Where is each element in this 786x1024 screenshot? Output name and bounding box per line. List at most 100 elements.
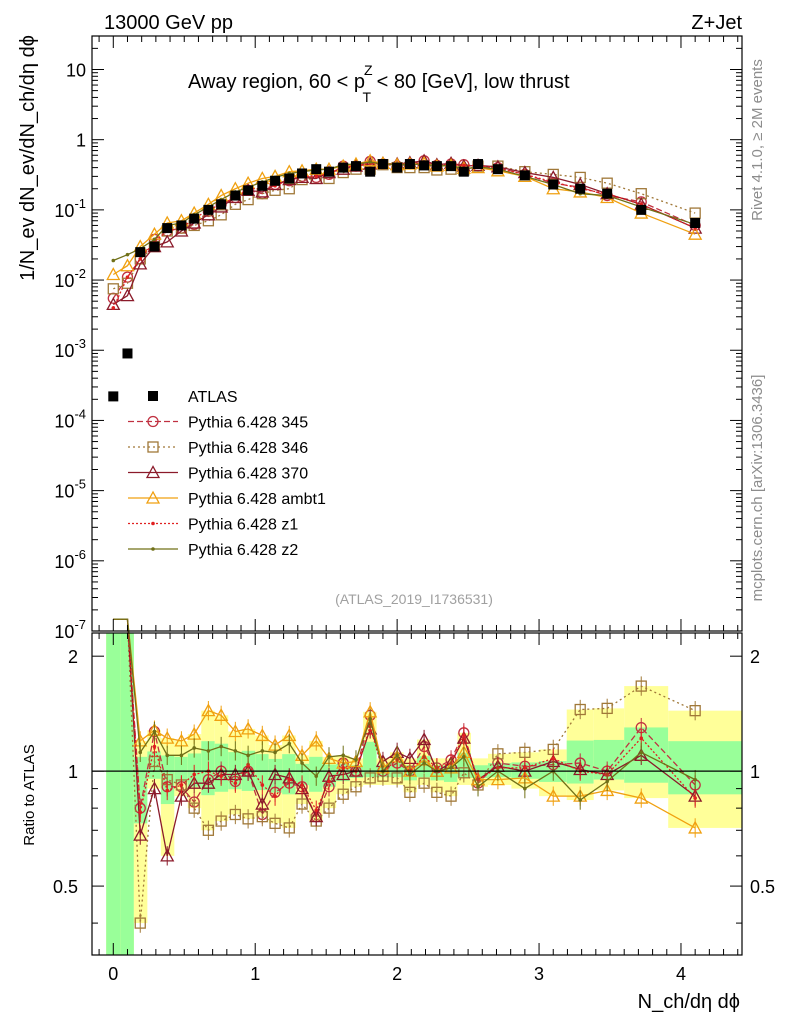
marker-dot (152, 237, 157, 242)
marker-open-triangle (688, 820, 703, 834)
marker-open-triangle (145, 465, 161, 479)
marker-open-triangle (120, 288, 135, 302)
marker-open-square (134, 917, 146, 929)
marker-open-square (269, 817, 281, 829)
marker-filled-square (338, 162, 349, 173)
y-tick-exponent: -1 (74, 196, 86, 211)
marker-dot (368, 717, 372, 721)
x-axis-label: N_ch/dη dϕ (638, 991, 740, 1013)
marker-dot (693, 796, 697, 800)
ratio-tick-label-left: 0.5 (53, 877, 78, 897)
ratio-band-green (174, 756, 188, 782)
ratio-axis-label: Ratio to ATLAS (21, 744, 38, 845)
y-tick-base: 10 (54, 622, 74, 642)
marker-filled-square (636, 204, 647, 215)
marker-dot (219, 744, 223, 749)
marker-filled-square (575, 183, 586, 194)
ratio-band-green (363, 741, 377, 778)
marker-open-square (350, 781, 362, 793)
marker-filled-square (257, 180, 268, 191)
x-tick-label: 4 (676, 964, 686, 984)
marker-dot (111, 306, 116, 310)
marker-filled-square (690, 217, 701, 228)
ratio-tick-label-right: 1 (750, 762, 760, 782)
marker-open-triangle (267, 767, 283, 781)
marker-open-triangle (133, 256, 148, 270)
marker-open-square (188, 802, 200, 814)
marker-dot (449, 766, 453, 770)
marker-open-square (202, 215, 215, 227)
marker-open-triangle (255, 184, 270, 198)
marker-filled-square (548, 179, 559, 190)
marker-dot (233, 749, 238, 753)
marker-dot (273, 750, 277, 755)
marker-dot (179, 783, 184, 787)
marker-dot (151, 521, 155, 526)
series-line-main (112, 160, 696, 305)
marker-open-square (283, 183, 295, 195)
title-superscript: Z (364, 62, 373, 78)
y-tick-label: 10-5 (54, 477, 86, 502)
marker-filled-square (135, 247, 146, 258)
marker-dot (125, 275, 130, 279)
y-tick-label: 10-2 (54, 266, 86, 291)
marker-filled-square (176, 220, 187, 231)
marker-open-triangle (634, 790, 649, 804)
marker-dot (287, 777, 292, 782)
ratio-tick-label-left: 1 (68, 762, 78, 782)
marker-open-square (601, 702, 613, 715)
marker-open-square (283, 822, 295, 834)
marker-open-square (635, 680, 647, 692)
marker-open-square (229, 808, 241, 821)
marker-open-square (107, 283, 119, 295)
marker-open-square (242, 193, 254, 206)
marker-dot (152, 744, 157, 749)
marker-dot (693, 777, 697, 782)
marker-dot (462, 163, 466, 168)
series-line-main (112, 160, 696, 299)
legend-label: Pythia 6.428 345 (188, 415, 308, 432)
marker-dot (368, 160, 372, 164)
marker-open-triangle (120, 258, 135, 272)
y-tick-exponent: -5 (74, 477, 86, 492)
marker-open-triangle (336, 767, 351, 781)
marker-dot (327, 755, 331, 759)
marker-dot (327, 779, 331, 784)
marker-dot (341, 766, 346, 770)
marker-dot (206, 749, 211, 753)
ratio-plot-frame (91, 632, 743, 956)
marker-open-square (458, 767, 470, 779)
mcplots-label: mcplots.cern.ch [arXiv:1306.3436] (749, 375, 766, 602)
marker-dot (125, 252, 130, 257)
rivet-version-label: Rivet 4.1.0, ≥ 2M events (749, 59, 766, 221)
legend-entry: Pythia 6.428 z1 (128, 517, 298, 534)
marker-dot (300, 783, 304, 787)
marker-filled-square (458, 166, 469, 177)
marker-dot (260, 749, 265, 753)
title-part-b: < 80 [GeV], low thrust (371, 71, 570, 93)
y-tick-label: 10-7 (54, 617, 86, 642)
legend-label: Pythia 6.428 ambt1 (188, 491, 326, 508)
marker-dot (179, 753, 184, 758)
legend-entry: Pythia 6.428 z2 (128, 542, 298, 559)
marker-open-triangle (363, 153, 378, 167)
ratio-band-green (668, 741, 742, 795)
marker-open-square (404, 786, 416, 798)
marker-open-triangle (174, 788, 189, 802)
marker-open-square (574, 171, 586, 184)
y-tick-exponent: -6 (74, 547, 86, 562)
marker-open-square (364, 772, 376, 784)
y-axis-label: 1/N_ev dN_ev/dN_ch/dη dϕ (17, 35, 39, 281)
marker-dot (287, 741, 292, 746)
marker-dot (578, 798, 583, 802)
marker-filled-square (419, 160, 430, 171)
marker-filled-square (284, 173, 295, 184)
marker-dot (152, 729, 157, 734)
legend-entry: Pythia 6.428 ambt1 (128, 490, 326, 508)
marker-filled-square (216, 199, 227, 210)
y-tick-base: 10 (54, 482, 74, 502)
marker-open-circle (147, 415, 159, 428)
marker-dot (354, 758, 358, 762)
marker-open-triangle (160, 234, 175, 248)
marker-filled-square (446, 161, 457, 172)
